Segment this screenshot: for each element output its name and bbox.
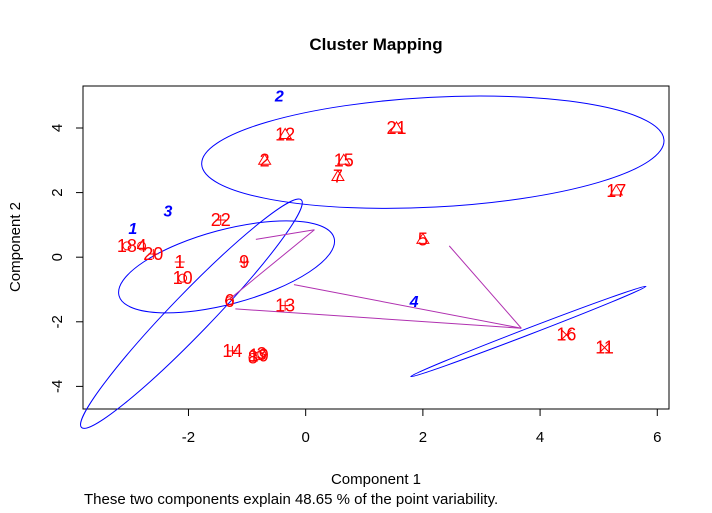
point-marker <box>178 273 188 283</box>
point-marker <box>257 153 272 165</box>
point-label: 11 <box>595 338 614 358</box>
point-marker <box>174 257 185 268</box>
connector-line <box>255 229 315 240</box>
point-marker <box>248 352 258 362</box>
point-marker <box>278 127 293 139</box>
point-label: 17 <box>606 181 626 201</box>
y-tick-label: 2 <box>49 188 66 196</box>
x-tick-label: 0 <box>302 429 310 446</box>
point-markers <box>122 121 624 362</box>
point-marker <box>148 248 159 259</box>
point-marker <box>227 345 238 356</box>
point-label: 9 <box>239 252 249 272</box>
point-marker <box>225 296 234 306</box>
x-tick-label: -2 <box>182 429 195 446</box>
cluster-label: 4 <box>409 294 419 311</box>
y-tick-label: 0 <box>49 253 66 261</box>
chart-title: Cluster Mapping <box>309 35 442 54</box>
point-label: 13 <box>275 296 295 316</box>
point-marker <box>599 342 610 353</box>
x-tick-label: 4 <box>536 429 544 446</box>
point-label: 19 <box>249 346 269 366</box>
connector-line <box>229 229 315 300</box>
point-marker <box>239 257 250 268</box>
point-label: 20 <box>143 244 163 264</box>
y-tick-label: -2 <box>49 315 66 328</box>
variability-note: These two components explain 48.65 % of … <box>84 491 498 508</box>
point-label: 16 <box>556 325 576 345</box>
connector-line <box>235 308 522 329</box>
x-tick-label: 2 <box>419 429 427 446</box>
connector-line <box>448 245 522 329</box>
x-tick-label: 6 <box>653 429 661 446</box>
cluster-ellipses <box>80 95 665 429</box>
x-axis: -2 0 2 4 6 <box>182 409 661 446</box>
x-axis-label: Component 1 <box>331 471 421 488</box>
point-marker <box>389 121 404 133</box>
point-marker <box>415 232 430 244</box>
point-marker <box>215 215 226 226</box>
point-marker <box>280 300 291 311</box>
point-label: 6 <box>224 291 234 311</box>
point-label: 22 <box>211 210 231 230</box>
cluster-ellipse <box>201 95 665 209</box>
point-label: 14 <box>222 341 242 361</box>
point-marker <box>137 241 147 251</box>
point-label: 15 <box>334 150 354 170</box>
cluster-ellipse <box>118 220 336 314</box>
point-label: 12 <box>275 124 295 144</box>
point-label: 21 <box>386 118 406 138</box>
cluster-label: 1 <box>128 221 137 238</box>
point-marker <box>336 153 351 165</box>
point-label: 1 <box>175 252 185 272</box>
connector-line <box>293 284 522 329</box>
y-axis: -4 -2 0 2 4 <box>49 124 83 393</box>
point-label: 7 <box>333 166 343 186</box>
point-label: 5 <box>418 229 428 249</box>
y-tick-label: 4 <box>49 124 66 132</box>
point-label: 18 <box>117 236 137 256</box>
point-label: 2 <box>260 150 270 170</box>
plot-frame <box>82 85 670 410</box>
point-label: 4 <box>137 236 147 256</box>
point-marker <box>561 329 572 341</box>
point-label: 8 <box>248 347 258 367</box>
cluster-ellipse <box>410 285 647 378</box>
cluster-label: 3 <box>164 203 173 220</box>
point-marker <box>122 241 132 251</box>
point-marker <box>609 184 624 196</box>
cluster-connectors <box>229 229 522 329</box>
point-label: 3 <box>257 344 267 364</box>
y-tick-label: -4 <box>49 380 66 393</box>
cluster-ellipse <box>80 198 303 429</box>
y-axis-label: Component 2 <box>7 202 24 292</box>
point-marker <box>254 351 264 361</box>
point-label: 10 <box>173 268 193 288</box>
point-marker <box>331 169 345 181</box>
cluster-label: 2 <box>274 89 284 106</box>
